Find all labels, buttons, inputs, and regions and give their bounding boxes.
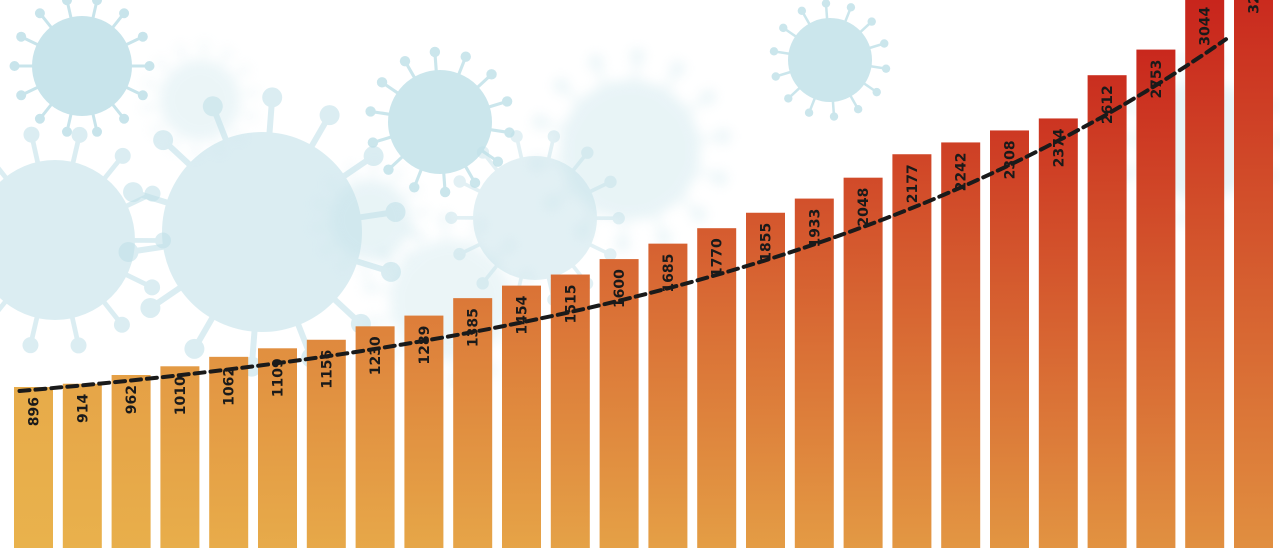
bar-value-label: 1515 (563, 285, 579, 324)
bar-value-label: 896 (27, 397, 43, 426)
trend-line (17, 37, 1228, 393)
bar-value-label: 1289 (417, 326, 433, 365)
virus-5 (529, 48, 731, 252)
bar-value-label: 1156 (319, 350, 335, 389)
bar-value-label: 3220 (1247, 0, 1263, 14)
bar-value-label: 1770 (710, 238, 726, 277)
bar-value-label: 2048 (856, 188, 872, 227)
bar-value-label: 1933 (807, 209, 823, 248)
bar-value-label: 1855 (759, 223, 775, 262)
bar (990, 130, 1029, 548)
bar-value-label: 2753 (1149, 60, 1165, 99)
bar-value-label: 2308 (1003, 140, 1019, 179)
bar (550, 274, 590, 548)
bar-value-label: 2374 (1051, 128, 1067, 167)
virus-1 (9, 0, 155, 137)
bar-value-label: 2242 (954, 152, 970, 191)
bar (453, 298, 493, 548)
bar (160, 366, 200, 548)
bar-group (14, 0, 1273, 548)
bar (1038, 118, 1078, 548)
bar-value-label: 1230 (368, 336, 384, 375)
bar (1136, 49, 1176, 548)
bar-value-label: 3044 (1198, 6, 1214, 45)
data-label-group: 896 914 962 1010 1062 1109 1156 1230 1289 1385 145… (27, 0, 1263, 426)
bar (599, 259, 639, 548)
virus-6 (769, 0, 891, 121)
bar (306, 339, 346, 548)
bar (1234, 0, 1273, 548)
bar (794, 198, 834, 548)
bar (111, 375, 151, 548)
bar (1087, 75, 1127, 548)
bar (941, 142, 981, 548)
bar-value-label: 2177 (905, 164, 921, 203)
bar-value-label: 962 (124, 385, 140, 414)
bar-value-label: 1109 (271, 358, 287, 397)
bar-value-label: 1685 (661, 254, 677, 293)
bar (843, 177, 883, 548)
bar (648, 243, 688, 548)
virus-8 (142, 42, 258, 158)
virus-11 (312, 162, 428, 278)
bar-value-label: 914 (75, 393, 91, 422)
bar-value-label: 1010 (173, 376, 189, 415)
bar (892, 154, 932, 548)
virus-background (0, 0, 1280, 387)
bar (14, 387, 53, 548)
bar (209, 356, 249, 548)
bar (62, 383, 102, 548)
bar-value-label: 1454 (515, 295, 531, 334)
virus-3 (365, 46, 515, 198)
bar (502, 285, 541, 548)
bar (697, 228, 737, 548)
bar (258, 348, 297, 548)
bar-value-label: 1385 (466, 308, 482, 347)
bar (404, 315, 444, 548)
bar (746, 212, 785, 548)
bar (1185, 0, 1225, 548)
virus-7 (0, 126, 171, 354)
bar (355, 326, 395, 548)
bar-value-label: 1062 (222, 367, 238, 406)
